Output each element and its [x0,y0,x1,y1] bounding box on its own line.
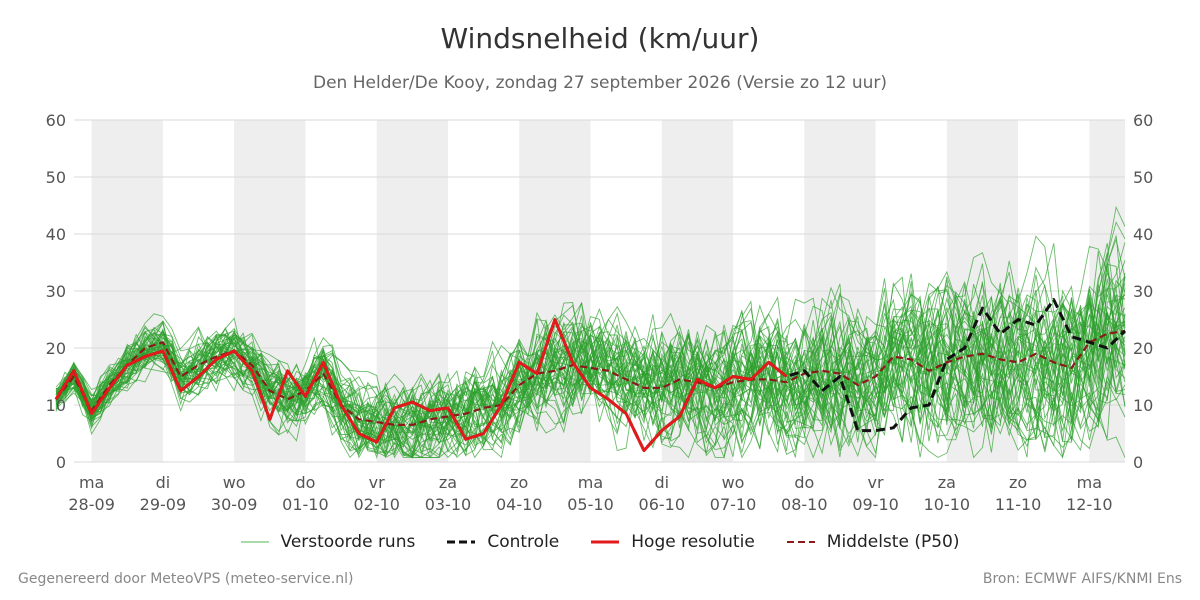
x-tick-weekday-06-10: di [654,473,669,492]
ensemble-member-40 [55,326,1126,452]
x-tick-weekday-05-10: ma [578,473,603,492]
x-tick-date-07-10: 07-10 [710,495,757,514]
x-tick-date-29-09: 29-09 [140,495,187,514]
x-tick-weekday-29-09: di [156,473,171,492]
y-tick-left-60: 60 [46,111,66,130]
ensemble-member-23 [55,288,1126,457]
legend-label-hoge-resolutie: Hoge resolutie [631,532,755,552]
y-tick-right-60: 60 [1133,111,1153,130]
y-tick-right-20: 20 [1133,339,1153,358]
x-tick-date-08-10: 08-10 [781,495,828,514]
y-tick-right-30: 30 [1133,282,1153,301]
ensemble-member-44 [55,250,1126,458]
y-tick-right-40: 40 [1133,225,1153,244]
x-tick-date-10-10: 10-10 [924,495,971,514]
legend-item-controle[interactable]: Controle [447,532,559,552]
x-tick-date-06-10: 06-10 [639,495,686,514]
y-tick-left-20: 20 [46,339,66,358]
legend-swatch-hoge-resolutie [591,540,620,544]
x-axis-ticks: ma 28-09 di 29-09 wo 30-09 do 01-10 vr 02-10 za 03-… [68,473,1112,514]
y-tick-right-0: 0 [1133,453,1143,472]
y-tick-right-10: 10 [1133,396,1153,415]
ensemble-member-34 [55,276,1126,459]
ensemble-member-47 [55,266,1126,454]
legend-item-ensemble[interactable]: Verstoorde runs [240,532,416,552]
legend-swatch-p50 [786,541,815,543]
x-tick-weekday-11-10: zo [1009,473,1027,492]
legend: Verstoorde runs Controle Hoge resolutie … [0,530,1200,554]
x-tick-weekday-08-10: do [794,473,814,492]
series-hoge-resolutie [54,318,788,453]
ensemble-member-45 [55,282,1126,453]
ensemble-member-42 [55,284,1126,458]
x-tick-weekday-07-10: wo [722,473,745,492]
chart-subtitle: Den Helder/De Kooy, zondag 27 september … [313,73,887,93]
x-tick-date-12-10: 12-10 [1066,495,1113,514]
x-tick-weekday-30-09: wo [223,473,246,492]
y-tick-right-50: 50 [1133,168,1153,187]
legend-label-p50: Middelste (P50) [826,532,960,552]
chart-title: Windsnelheid (km/uur) [440,22,760,55]
legend-item-hoge-resolutie[interactable]: Hoge resolutie [591,532,755,552]
x-tick-weekday-04-10: zo [510,473,528,492]
ensemble-member-48 [56,273,1126,455]
x-tick-weekday-02-10: vr [369,473,385,492]
x-tick-weekday-28-09: ma [79,473,104,492]
x-tick-date-30-09: 30-09 [211,495,258,514]
footer-source: Bron: ECMWF AIFS/KNMI Ens [982,571,1182,587]
y-tick-left-40: 40 [46,225,66,244]
legend-label-controle: Controle [487,532,560,552]
footer-generator: Gegenereerd door MeteoVPS (meteo-service… [18,571,354,587]
x-tick-date-02-10: 02-10 [353,495,400,514]
y-tick-left-30: 30 [46,282,66,301]
legend-item-p50[interactable]: Middelste (P50) [786,532,960,552]
legend-label-ensemble: Verstoorde runs [280,532,416,552]
x-tick-date-01-10: 01-10 [282,495,329,514]
y-tick-left-10: 10 [46,396,66,415]
y-tick-left-0: 0 [56,453,66,472]
legend-swatch-ensemble [240,541,269,543]
ensemble-member-49 [55,282,1126,451]
x-tick-weekday-03-10: za [439,473,457,492]
x-tick-date-05-10: 05-10 [567,495,614,514]
x-tick-weekday-12-10: ma [1077,473,1102,492]
ensemble-member-36 [55,270,1126,458]
x-tick-date-09-10: 09-10 [852,495,899,514]
x-tick-date-28-09: 28-09 [68,495,115,514]
x-tick-weekday-10-10: za [938,473,956,492]
ensemble-member-39 [55,295,1126,446]
x-tick-date-04-10: 04-10 [496,495,543,514]
highlight-series [54,298,1127,453]
x-tick-date-03-10: 03-10 [425,495,472,514]
x-tick-weekday-01-10: do [295,473,315,492]
x-tick-date-11-10: 11-10 [995,495,1042,514]
y-tick-left-50: 50 [46,168,66,187]
y-axis-ticks: 0 0 10 10 20 20 30 30 40 40 50 50 60 60 [46,111,1154,472]
grid-lines [74,119,1125,463]
legend-swatch-controle [447,540,476,544]
ensemble-member-37 [55,310,1126,459]
x-tick-weekday-09-10: vr [868,473,884,492]
